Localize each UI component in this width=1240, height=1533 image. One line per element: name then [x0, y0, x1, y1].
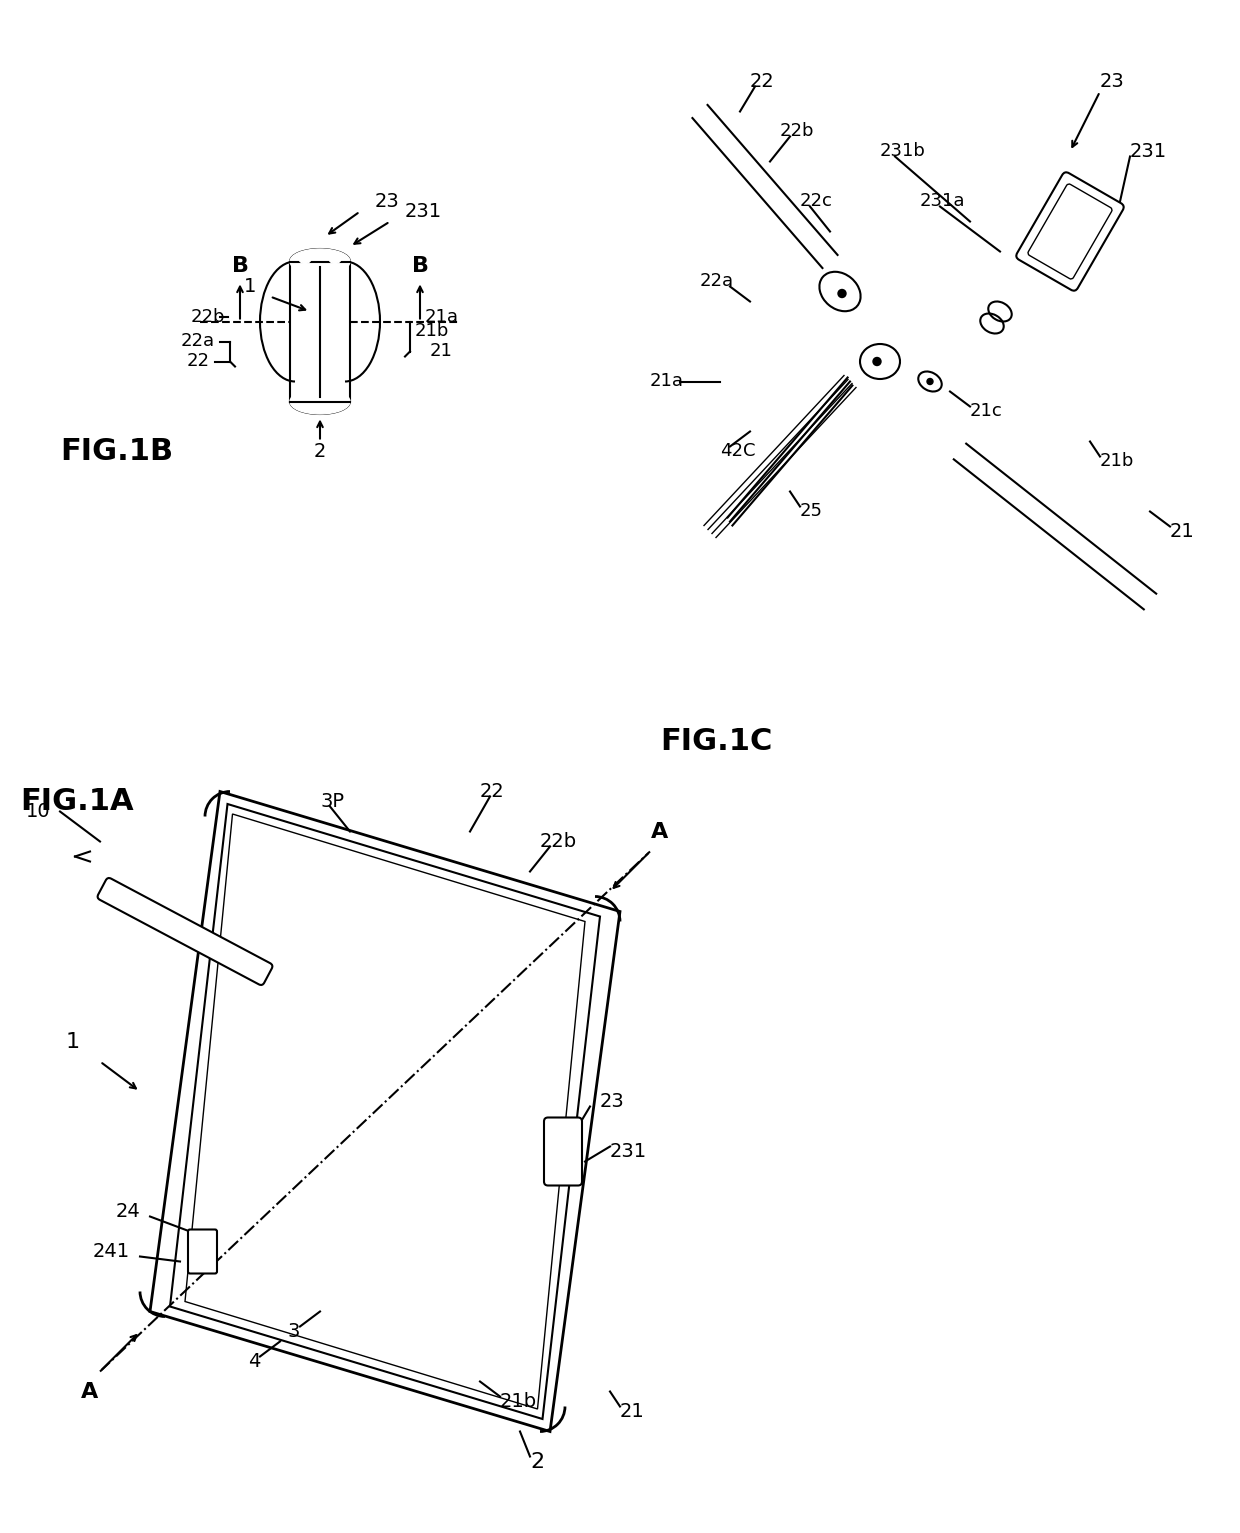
Text: 231b: 231b	[880, 143, 926, 161]
Text: B: B	[412, 256, 429, 276]
Text: 2: 2	[314, 442, 326, 461]
FancyBboxPatch shape	[98, 878, 273, 986]
Text: 25: 25	[800, 503, 823, 521]
Text: 241: 241	[93, 1242, 130, 1262]
Ellipse shape	[329, 253, 341, 264]
Text: 4: 4	[248, 1352, 260, 1371]
Text: 22c: 22c	[800, 193, 833, 210]
Text: 21: 21	[430, 342, 453, 360]
Text: 22b: 22b	[191, 308, 224, 325]
Text: FIG.1B: FIG.1B	[60, 437, 174, 466]
Text: 231: 231	[1130, 143, 1167, 161]
Text: 21: 21	[620, 1403, 645, 1421]
Ellipse shape	[861, 343, 900, 379]
Text: 10: 10	[25, 802, 50, 822]
Text: 3: 3	[288, 1321, 300, 1341]
Text: 231: 231	[405, 202, 443, 221]
Text: 24: 24	[115, 1202, 140, 1220]
Text: 21a: 21a	[425, 308, 459, 325]
Ellipse shape	[290, 389, 350, 414]
Text: 22: 22	[750, 72, 775, 90]
Text: 23: 23	[1100, 72, 1125, 90]
Ellipse shape	[873, 357, 880, 365]
Text: 22a: 22a	[181, 333, 215, 351]
Text: 22b: 22b	[539, 832, 577, 851]
Text: B: B	[232, 256, 248, 276]
FancyBboxPatch shape	[1028, 184, 1112, 279]
Text: FIG.1A: FIG.1A	[20, 786, 134, 816]
Text: 231: 231	[610, 1142, 647, 1160]
Text: 21: 21	[1171, 523, 1195, 541]
Ellipse shape	[299, 253, 311, 264]
Text: FIG.1C: FIG.1C	[660, 727, 773, 756]
Text: 21b: 21b	[415, 322, 449, 340]
Text: 21a: 21a	[650, 373, 684, 391]
Ellipse shape	[838, 290, 846, 297]
Text: 231a: 231a	[920, 193, 966, 210]
Text: A: A	[82, 1381, 99, 1401]
FancyBboxPatch shape	[1017, 172, 1123, 291]
Text: 21c: 21c	[970, 403, 1003, 420]
Ellipse shape	[290, 248, 350, 274]
Text: 22: 22	[187, 353, 210, 371]
Text: 1: 1	[66, 1032, 81, 1052]
Text: 22b: 22b	[780, 123, 815, 141]
FancyBboxPatch shape	[188, 1229, 217, 1274]
Ellipse shape	[820, 271, 861, 311]
Text: 1: 1	[244, 277, 257, 296]
Text: 23: 23	[600, 1091, 625, 1111]
Text: 21b: 21b	[500, 1392, 537, 1410]
Text: 22: 22	[480, 782, 505, 802]
FancyBboxPatch shape	[544, 1118, 582, 1185]
Ellipse shape	[981, 314, 1003, 334]
Text: A: A	[651, 822, 668, 842]
Text: 22a: 22a	[701, 273, 734, 290]
Text: 23: 23	[374, 192, 399, 212]
Text: 3P: 3P	[320, 793, 343, 811]
Text: 21b: 21b	[1100, 452, 1135, 471]
Text: 2: 2	[529, 1452, 544, 1472]
Ellipse shape	[988, 302, 1012, 322]
Text: 42C: 42C	[720, 443, 755, 460]
Ellipse shape	[919, 371, 941, 391]
Ellipse shape	[928, 379, 932, 385]
